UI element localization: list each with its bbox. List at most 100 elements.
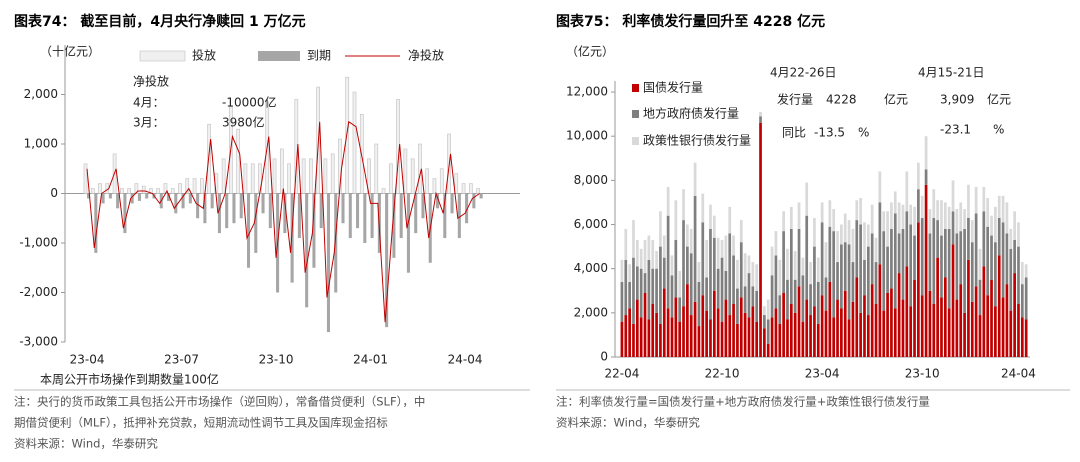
bar-segment bbox=[643, 292, 647, 357]
bar-segment bbox=[770, 246, 774, 276]
bar bbox=[120, 188, 124, 194]
bar-segment bbox=[805, 299, 809, 357]
bar-segment bbox=[940, 297, 943, 357]
bar bbox=[403, 148, 408, 194]
bar-segment bbox=[747, 273, 751, 318]
bar-segment bbox=[920, 217, 924, 296]
bar-segment bbox=[870, 284, 874, 357]
bar-segment bbox=[732, 255, 735, 305]
bar-segment bbox=[863, 295, 866, 357]
bar bbox=[258, 163, 262, 194]
bar-segment bbox=[728, 206, 732, 234]
bar-segment bbox=[1009, 310, 1013, 357]
bar-segment bbox=[1009, 248, 1013, 311]
bar-segment bbox=[851, 262, 855, 302]
bar bbox=[297, 193, 301, 239]
bar-segment bbox=[924, 169, 928, 185]
bar-segment bbox=[951, 180, 955, 212]
bar bbox=[178, 183, 182, 194]
bar-segment bbox=[878, 171, 882, 203]
bar bbox=[370, 193, 374, 239]
bar-segment bbox=[863, 222, 866, 260]
chart-title: 图表75： 利率债发行量回升至 4228 亿元 bbox=[556, 13, 825, 30]
bar bbox=[356, 193, 360, 229]
bar-segment bbox=[1009, 228, 1013, 249]
bar-segment bbox=[782, 292, 785, 357]
bar bbox=[454, 173, 459, 194]
bar-segment bbox=[701, 222, 705, 296]
bar-segment bbox=[789, 304, 793, 357]
bar-segment bbox=[639, 248, 643, 269]
bar-segment bbox=[832, 317, 836, 357]
bar-segment bbox=[909, 306, 913, 357]
bar-segment bbox=[797, 202, 801, 229]
bar-segment bbox=[743, 286, 747, 313]
bar-segment bbox=[651, 304, 655, 357]
bar bbox=[185, 178, 190, 194]
bar-segment bbox=[743, 312, 747, 357]
bar-segment bbox=[840, 224, 843, 245]
bar bbox=[348, 193, 352, 239]
bar bbox=[141, 185, 146, 194]
x-tick-label: 22-04 bbox=[604, 367, 639, 381]
bar-segment bbox=[766, 319, 770, 344]
bar-segment bbox=[936, 200, 939, 221]
bar-segment bbox=[659, 246, 662, 324]
bar-segment bbox=[759, 111, 762, 117]
bar-segment bbox=[990, 215, 993, 236]
bar bbox=[90, 188, 95, 194]
bar bbox=[309, 158, 313, 194]
bar-segment bbox=[805, 215, 809, 300]
bar-segment bbox=[651, 268, 655, 305]
bar-segment bbox=[716, 268, 720, 309]
chart-title: 图表74： 截至目前，4月央行净赎回 1 万亿元 bbox=[14, 13, 306, 30]
bar-segment bbox=[647, 259, 651, 320]
bar-segment bbox=[878, 264, 882, 357]
bar-segment bbox=[874, 304, 878, 357]
bar-segment bbox=[940, 235, 943, 298]
bar-segment bbox=[797, 286, 801, 357]
bar-segment bbox=[763, 328, 766, 357]
bar-segment bbox=[724, 235, 728, 271]
bar-segment bbox=[951, 244, 955, 357]
bar-segment bbox=[716, 237, 720, 269]
bar-segment bbox=[666, 186, 670, 216]
annotation: 4月15-21日 bbox=[918, 66, 985, 80]
bar bbox=[450, 193, 454, 214]
bar bbox=[290, 193, 294, 283]
bar-segment bbox=[736, 323, 739, 357]
bar-segment bbox=[905, 171, 909, 212]
bar bbox=[345, 76, 350, 194]
bar-segment bbox=[870, 204, 874, 234]
bar-segment bbox=[809, 262, 812, 285]
bar-segment bbox=[982, 266, 986, 357]
bar-segment bbox=[890, 202, 893, 229]
bar-segment bbox=[682, 220, 685, 307]
bar-segment bbox=[716, 308, 720, 357]
bar-segment bbox=[951, 211, 955, 245]
bar-segment bbox=[924, 184, 928, 357]
bar-segment bbox=[686, 284, 689, 357]
bar bbox=[374, 143, 379, 194]
bar bbox=[472, 193, 476, 209]
bar bbox=[425, 168, 430, 194]
bar bbox=[145, 193, 149, 199]
bar-segment bbox=[986, 198, 990, 227]
annotation: 发行量 bbox=[777, 92, 813, 107]
bar-segment bbox=[932, 304, 936, 357]
y-tick-label: 8,000 bbox=[574, 173, 608, 187]
bar-segment bbox=[947, 228, 951, 309]
bar-segment bbox=[793, 312, 797, 357]
bar bbox=[268, 193, 272, 229]
bar-segment bbox=[797, 228, 801, 287]
bar-segment bbox=[943, 202, 947, 229]
bar bbox=[170, 188, 175, 194]
bar-segment bbox=[866, 246, 870, 316]
bar bbox=[461, 183, 466, 194]
bar-segment bbox=[870, 233, 874, 285]
bar-segment bbox=[963, 312, 966, 357]
bar-segment bbox=[662, 257, 666, 289]
bar-segment bbox=[974, 186, 978, 214]
bar-segment bbox=[697, 326, 701, 357]
bar-segment bbox=[632, 257, 635, 324]
